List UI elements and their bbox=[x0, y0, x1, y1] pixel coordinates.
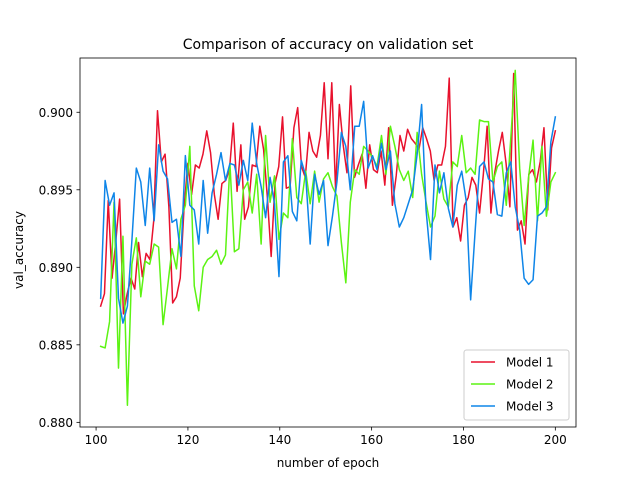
x-tick-label: 120 bbox=[176, 433, 199, 447]
series-line-3 bbox=[99, 100, 557, 324]
x-tick-label: 140 bbox=[268, 433, 291, 447]
plot-area: 100 120 140 160 180 200 0.880 0.885 0.890 0.895 0.… bbox=[39, 57, 577, 447]
series-line-2 bbox=[99, 69, 557, 407]
y-axis-title: val_accuracy bbox=[12, 211, 26, 289]
chart-title: Comparison of accuracy on validation set bbox=[183, 37, 474, 53]
y-tick-label: 0.880 bbox=[39, 416, 73, 430]
x-tick-label: 100 bbox=[85, 433, 108, 447]
y-tick-label: 0.900 bbox=[39, 106, 73, 120]
legend-label-2: Model 2 bbox=[506, 378, 553, 392]
legend-label-3: Model 3 bbox=[506, 400, 553, 414]
legend-box bbox=[463, 349, 570, 421]
x-tick-label: 180 bbox=[452, 433, 475, 447]
x-tick-label: 160 bbox=[360, 433, 383, 447]
legend: Model 1 Model 2 Model 3 bbox=[463, 349, 570, 421]
y-tick-label: 0.885 bbox=[39, 338, 73, 352]
axes-frame bbox=[79, 57, 577, 428]
series-line-1 bbox=[99, 72, 557, 315]
legend-label-1: Model 1 bbox=[506, 356, 553, 370]
x-tick-label: 200 bbox=[544, 433, 567, 447]
y-tick-label: 0.895 bbox=[39, 183, 73, 197]
x-axis-title: number of epoch bbox=[277, 456, 380, 470]
y-tick-label: 0.890 bbox=[39, 261, 73, 275]
